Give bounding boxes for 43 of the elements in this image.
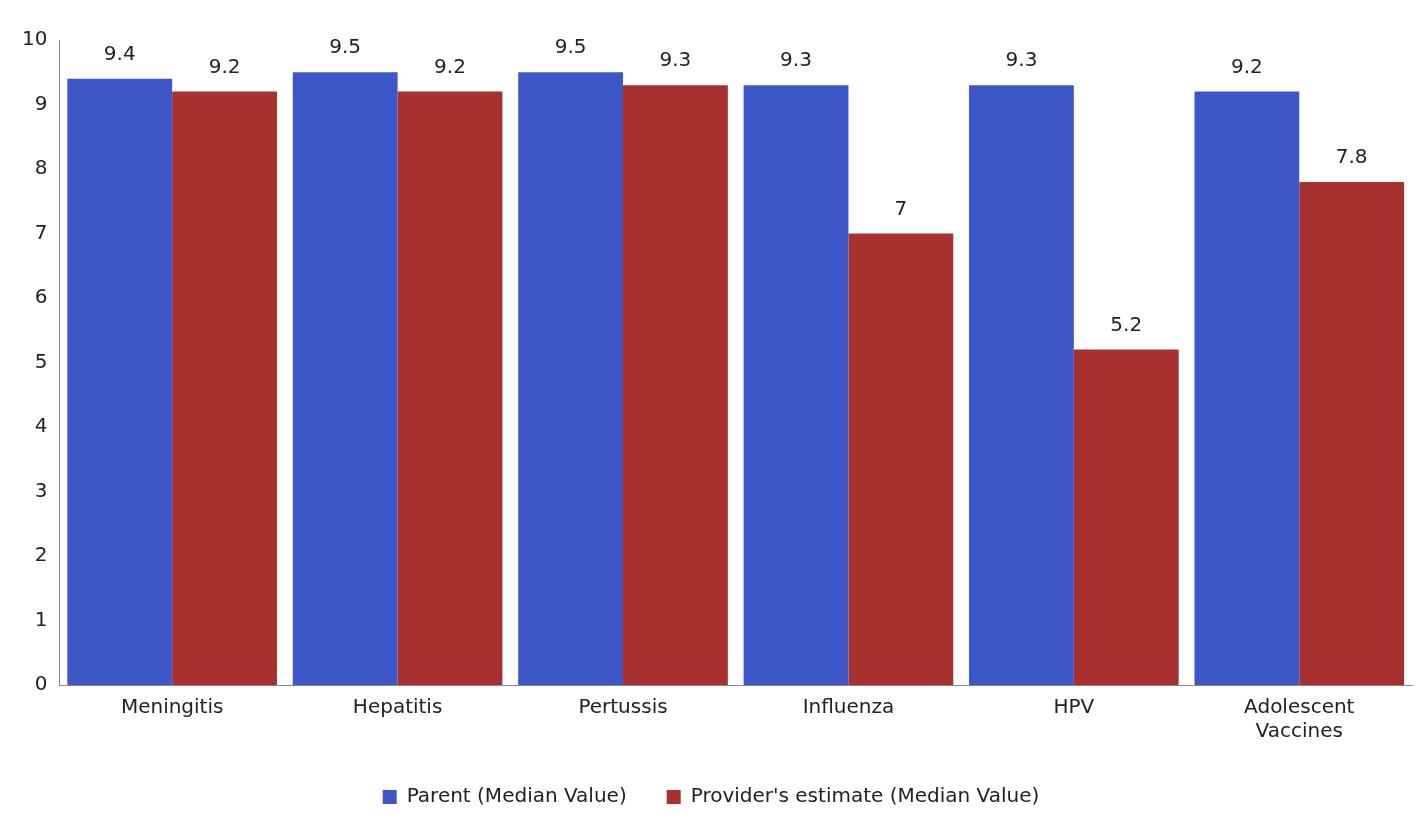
x-tick-label: Influenza: [802, 694, 895, 719]
data-label: 9.2: [208, 53, 241, 78]
x-tick-label: HPV: [1053, 694, 1095, 719]
y-tick-label: 0: [34, 671, 48, 696]
bar: [1073, 349, 1179, 685]
bar: [518, 72, 624, 685]
bar: [623, 85, 728, 685]
data-label: 5.2: [1110, 311, 1143, 336]
bar: [397, 91, 503, 685]
y-tick-label: 9: [34, 90, 48, 115]
y-tick-label: 1: [34, 606, 48, 631]
data-label: 9.5: [329, 34, 362, 59]
bar: [67, 78, 173, 685]
bar: [743, 85, 849, 685]
y-tick-label: 3: [34, 477, 48, 502]
data-label: 9.4: [103, 40, 136, 65]
data-label: 9.3: [1005, 47, 1038, 72]
x-tick-label: Meningitis: [120, 694, 224, 719]
bar: [969, 85, 1074, 685]
y-tick-label: 6: [34, 284, 48, 309]
x-tick-label: Hepatitis: [352, 694, 443, 719]
data-label: 9.3: [780, 47, 812, 72]
y-tick-label: 10: [22, 26, 48, 51]
data-label: 9.5: [554, 34, 587, 59]
bar: [848, 233, 954, 685]
y-tick-label: 2: [34, 542, 48, 567]
legend-label: Parent (Median Value): [406, 783, 627, 808]
y-tick-label: 4: [34, 413, 48, 438]
bar: [292, 72, 398, 685]
y-tick-label: 7: [34, 219, 48, 244]
data-label: 7: [894, 195, 908, 220]
data-label: 7.8: [1335, 144, 1368, 169]
bar: [172, 91, 277, 685]
data-label: 9.2: [434, 53, 466, 78]
y-tick-label: 8: [34, 155, 48, 180]
x-tick-label: Adolescent Vaccines: [1244, 694, 1355, 743]
bar: [1194, 91, 1300, 685]
data-label: 9.2: [1230, 53, 1263, 78]
y-tick-label: 5: [34, 348, 48, 373]
x-tick-label: Pertussis: [578, 694, 668, 719]
data-label: 9.3: [659, 47, 692, 72]
legend-label: Provider's estimate (Median Value): [690, 783, 1040, 808]
bar: [1299, 181, 1405, 685]
